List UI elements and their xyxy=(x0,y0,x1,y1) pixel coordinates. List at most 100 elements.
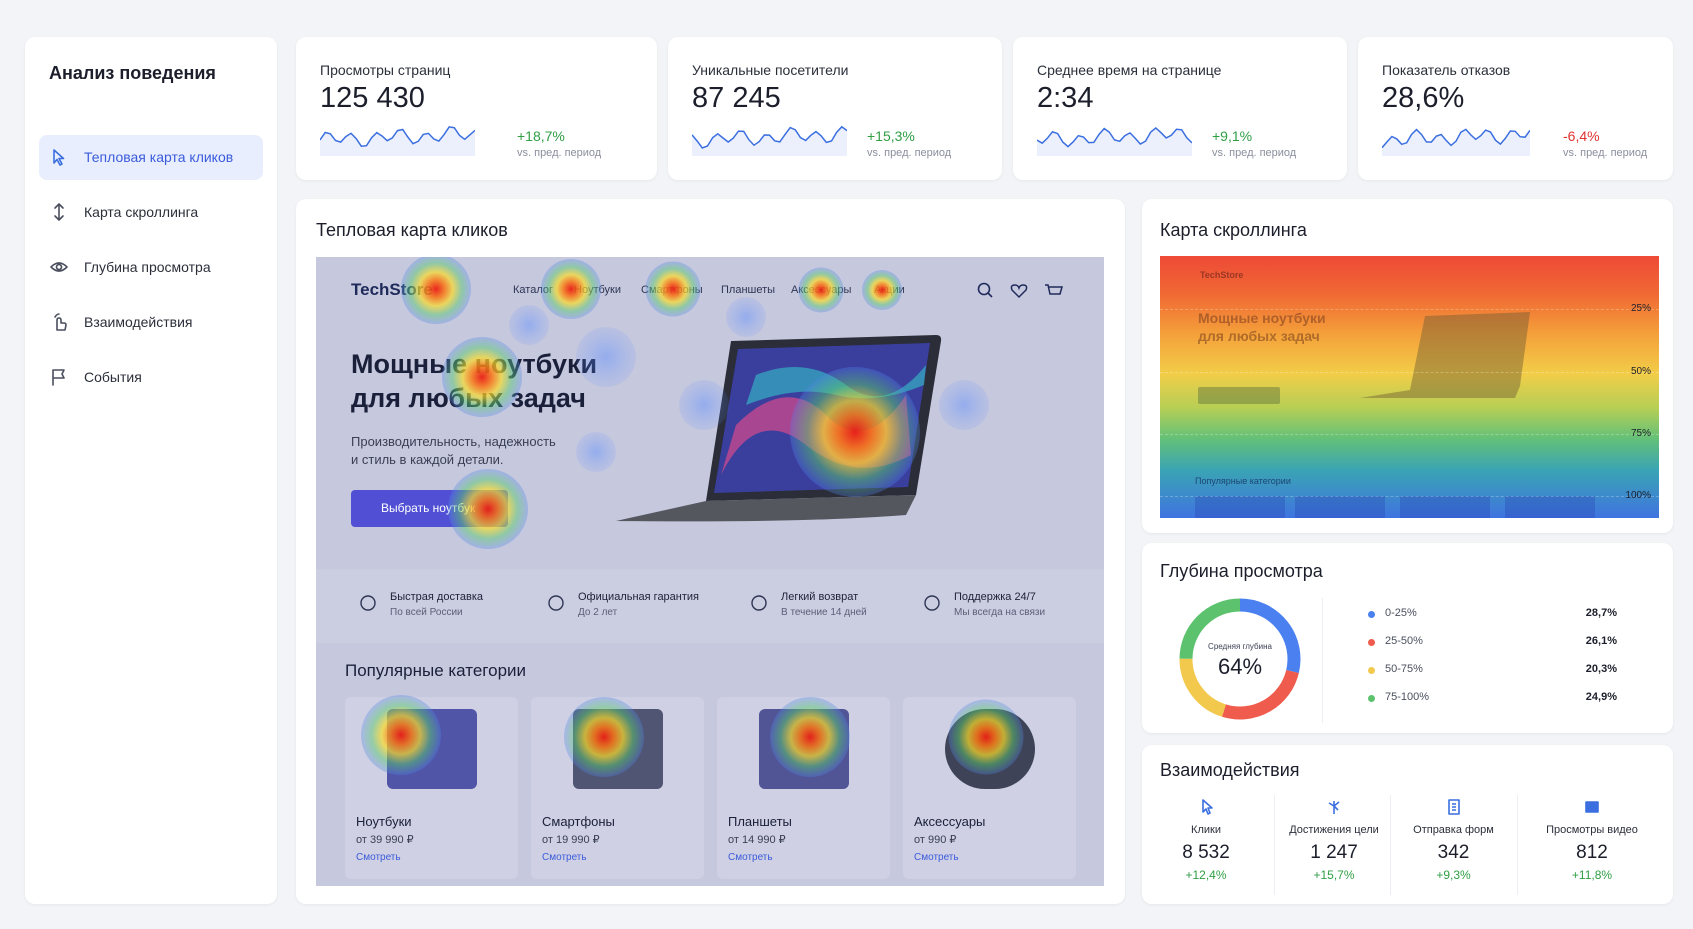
product-link: Смотреть xyxy=(728,852,773,863)
product-card[interactable]: Планшеты от 14 990 ₽ Смотреть xyxy=(717,697,890,879)
scroll-mark: 100% xyxy=(1625,490,1651,501)
sidebar-item[interactable]: Карта скроллинга xyxy=(39,190,263,235)
sidebar-item-label: Карта скроллинга xyxy=(84,204,199,220)
interaction-item: Просмотры видео 812 +11,8% xyxy=(1517,795,1667,895)
product-image xyxy=(759,709,849,789)
sidebar-icon xyxy=(54,313,67,331)
interaction-change: +9,3% xyxy=(1436,868,1471,882)
kpi-label: Уникальные посетители xyxy=(692,62,849,78)
legend-dot xyxy=(1368,611,1375,618)
scroll-mark: 75% xyxy=(1630,428,1651,439)
sidebar-item[interactable]: Глубина просмотра xyxy=(39,245,263,290)
scroll-line xyxy=(1160,496,1659,497)
kpi-note: vs. пред. период xyxy=(1563,147,1648,159)
panel-title: Тепловая карта кликов xyxy=(316,220,508,240)
product-card[interactable]: Аксессуары от 990 ₽ Смотреть xyxy=(903,697,1076,879)
interaction-value: 8 532 xyxy=(1182,842,1230,863)
legend-value: 20,3% xyxy=(1585,663,1617,675)
hero-text: и стиль в каждой детали. xyxy=(351,452,504,467)
kpi-label: Показатель отказов xyxy=(1382,62,1511,78)
preview-section: Популярные категории xyxy=(1195,476,1291,486)
sparkline-line xyxy=(320,126,475,147)
preview-card xyxy=(1400,496,1490,518)
sidebar-item[interactable]: Взаимодействия xyxy=(39,300,263,345)
legend-value: 28,7% xyxy=(1585,607,1617,619)
sparkline-fill xyxy=(1037,128,1192,156)
laptop-base xyxy=(616,495,916,522)
donut-center-value: 64% xyxy=(1217,654,1263,679)
feature-icon xyxy=(360,595,376,611)
interaction-icon xyxy=(1585,801,1599,813)
scroll-line xyxy=(1160,434,1659,435)
divider xyxy=(1517,795,1518,895)
heat-spot-faint xyxy=(726,297,766,337)
site-nav-item: Каталог xyxy=(513,284,553,296)
icon-shape xyxy=(54,203,64,221)
feature-icon-shape xyxy=(548,595,564,611)
product-card[interactable]: Ноутбуки от 39 990 ₽ Смотреть xyxy=(345,697,518,879)
sparkline-fill xyxy=(692,126,847,156)
interaction-label: Отправка форм xyxy=(1413,824,1494,836)
feature-subtitle: В течение 14 дней xyxy=(781,607,867,618)
product-link: Смотреть xyxy=(542,852,587,863)
interaction-value: 812 xyxy=(1576,842,1608,863)
preview-button xyxy=(1198,387,1280,404)
scroll-mark: 25% xyxy=(1630,303,1651,314)
sidebar-item-label: Тепловая карта кликов xyxy=(84,149,234,165)
kpi-card: Уникальные посетители 87 245 +15,3% vs. пре… xyxy=(668,37,1002,180)
interaction-icon-shape xyxy=(1202,799,1213,815)
preview-card xyxy=(1505,496,1595,518)
sidebar-item[interactable]: Тепловая карта кликов xyxy=(39,135,263,180)
preview-card xyxy=(1195,496,1285,518)
sidebar-item-label: Взаимодействия xyxy=(84,314,193,330)
kpi-card: Показатель отказов 28,6% -6,4% vs. пред. пе… xyxy=(1358,37,1673,180)
feature-title: Поддержка 24/7 xyxy=(954,591,1036,603)
product-image xyxy=(573,709,663,789)
site-nav-item: Смартфоны xyxy=(641,284,703,296)
site-header-icons xyxy=(977,282,1063,299)
sidebar-item[interactable]: События xyxy=(39,355,263,400)
legend-value: 26,1% xyxy=(1585,635,1617,647)
product-card[interactable]: Смартфоны от 19 990 ₽ Смотреть xyxy=(531,697,704,879)
preview-title: для любых задач xyxy=(1198,328,1320,344)
interaction-icon xyxy=(1202,799,1213,815)
donut-chart xyxy=(1179,598,1301,720)
site-nav-item: Акции xyxy=(874,284,905,296)
sidebar-item-label: Глубина просмотра xyxy=(84,259,211,275)
feature-icon xyxy=(751,595,767,611)
feature-subtitle: До 2 лет xyxy=(578,607,618,618)
sidebar-icon xyxy=(53,149,65,166)
sparkline xyxy=(320,126,475,156)
interaction-item: Отправка форм 342 +9,3% xyxy=(1390,795,1517,895)
product-name: Планшеты xyxy=(728,814,792,829)
legend-dot xyxy=(1368,667,1375,674)
donut-segment xyxy=(1179,598,1241,659)
donut-center-label: Средняя глубина xyxy=(1208,642,1272,651)
hero-button-label: Выбрать ноутбук xyxy=(381,501,476,515)
kpi-label: Среднее время на странице xyxy=(1037,62,1222,78)
preview-title: Мощные ноутбуки xyxy=(1198,310,1326,326)
legend-label: 25-50% xyxy=(1385,635,1423,647)
feature-subtitle: Мы всегда на связи xyxy=(954,607,1046,618)
interaction-label: Клики xyxy=(1191,824,1221,836)
preview-logo: TechStore xyxy=(1200,270,1244,280)
depth-panel: Глубина просмотра Средняя глубина 64% 0-25%… xyxy=(1142,543,1673,733)
kpi-change: +9,1% xyxy=(1212,128,1253,144)
kpi-card: Просмотры страниц 125 430 +18,7% vs. пред. … xyxy=(296,37,657,180)
hero-button[interactable]: Выбрать ноутбук xyxy=(351,490,508,527)
sidebar-item-label: События xyxy=(84,369,142,385)
kpi-change: +18,7% xyxy=(517,128,565,144)
interaction-icon-shape xyxy=(1447,799,1460,815)
scroll-line xyxy=(1160,372,1659,373)
search-icon xyxy=(977,282,991,296)
hero-title: Мощные ноутбуки xyxy=(351,349,598,379)
product-price: от 990 ₽ xyxy=(914,834,957,846)
kpi-note: vs. пред. период xyxy=(517,147,602,159)
interaction-item: Достижения цели 1 247 +15,7% xyxy=(1274,795,1394,895)
panel-title: Глубина просмотра xyxy=(1160,561,1323,581)
legend-value: 24,9% xyxy=(1585,691,1617,703)
preview-laptop-shape xyxy=(1360,312,1530,398)
interaction-change: +11,8% xyxy=(1571,868,1613,882)
sparkline-fill xyxy=(1382,129,1530,156)
